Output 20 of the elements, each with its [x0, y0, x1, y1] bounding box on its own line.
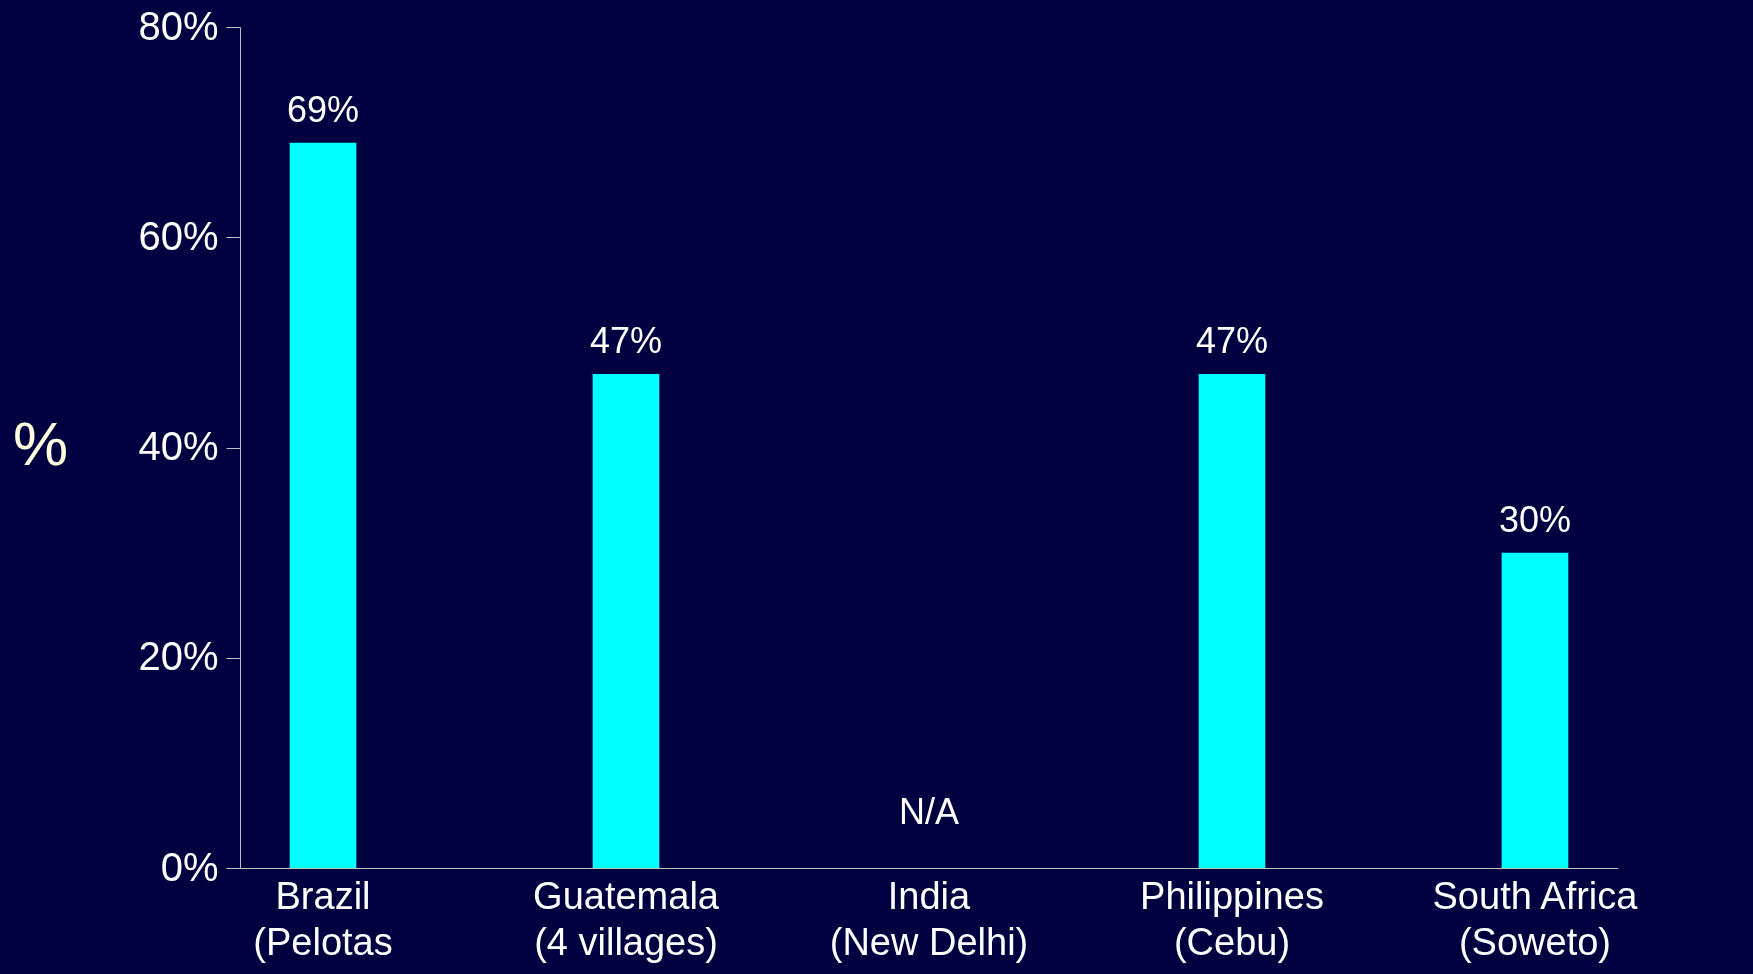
- data-label: 30%: [1498, 498, 1572, 540]
- y-axis-title: %: [12, 408, 69, 478]
- y-tick-label: 20%: [138, 634, 219, 679]
- x-tick-label: India (New Delhi): [829, 874, 1029, 963]
- y-tick-label: 0%: [160, 844, 219, 889]
- x-tick-label: South Africa (Soweto): [1432, 874, 1639, 963]
- data-label: 47%: [1195, 319, 1269, 361]
- bar: [1198, 373, 1266, 868]
- bar: [592, 373, 660, 868]
- data-label: 47%: [589, 319, 663, 361]
- x-tick-label: Guatemala (4 villages): [533, 874, 720, 963]
- x-tick-label: Brazil (Pelotas: [253, 874, 393, 963]
- y-tick-label: 40%: [138, 424, 219, 468]
- y-tick-label: 80%: [138, 3, 219, 48]
- data-label: 69%: [286, 88, 360, 130]
- x-tick-label: Philippines (Cebu): [1140, 874, 1324, 963]
- bar: [289, 142, 357, 868]
- annotation: N/A: [898, 791, 960, 832]
- y-tick-label: 60%: [138, 213, 219, 258]
- bar: [1501, 552, 1569, 868]
